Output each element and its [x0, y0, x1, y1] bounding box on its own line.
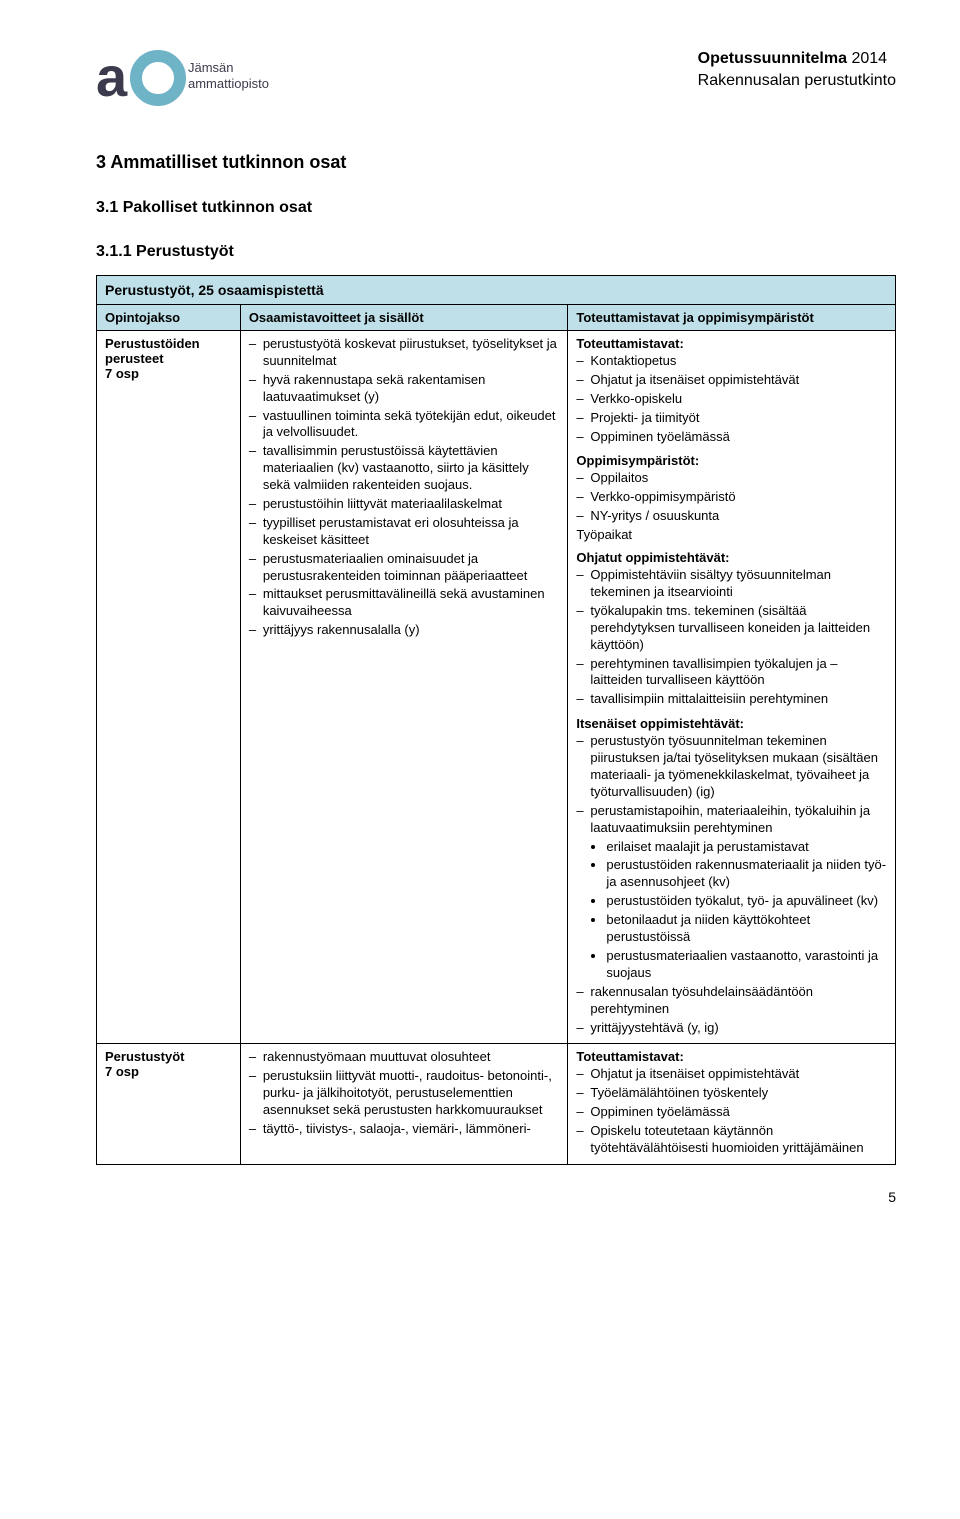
list-item: perustusmateriaalien ominaisuudet ja per…: [249, 551, 560, 585]
col-header-2: Toteuttamistavat ja oppimisympäristöt: [568, 305, 896, 331]
list-item: työkalupakin tms. tekeminen (sisältää pe…: [576, 603, 887, 654]
list-item: rakennustyömaan muuttuvat olosuhteet: [249, 1049, 560, 1066]
list-item: perustamistapoihin, materiaaleihin, työk…: [576, 803, 887, 837]
col-header-1: Osaamistavoitteet ja sisällöt: [240, 305, 568, 331]
list-item: rakennusalan työsuhdelainsäädäntöön pere…: [576, 984, 887, 1018]
section-label: Itsenäiset oppimistehtävät:: [576, 716, 887, 731]
logo-svg: a Jämsän ammattiopisto: [96, 48, 296, 112]
list-item: perustustöiden työkalut, työ- ja apuväli…: [606, 893, 887, 910]
list-item: tavallisimpiin mittalaitteisiin perehtym…: [576, 691, 887, 708]
col-header-0: Opintojakso: [97, 305, 241, 331]
implementation-cell: Toteuttamistavat: Kontaktiopetus Ohjatut j…: [568, 331, 896, 1044]
page-number: 5: [96, 1189, 896, 1205]
list-item: NY-yritys / osuuskunta: [576, 508, 887, 525]
list-item: Oppiminen työelämässä: [576, 1104, 887, 1121]
list-item: yrittäjyys rakennusalalla (y): [249, 622, 560, 639]
list-item: täyttö-, tiivistys-, salaoja-, viemäri-,…: [249, 1121, 560, 1138]
list-item: Opiskelu toteutetaan käytännön työtehtäv…: [576, 1123, 887, 1157]
curriculum-table: Opintojakso Osaamistavoitteet ja sisällö…: [96, 304, 896, 1165]
list-item: Verkko-opiskelu: [576, 391, 887, 408]
header-year: 2014: [851, 50, 887, 67]
list-item: tyypilliset perustamistavat eri olosuhte…: [249, 515, 560, 549]
table-row: Perustustyöt7 osprakennustyömaan muuttuv…: [97, 1044, 896, 1164]
list-item: mittaukset perusmittavälineillä sekä avu…: [249, 586, 560, 620]
header-subtitle: Rakennusalan perustutkinto: [698, 70, 896, 92]
section-label: Ohjatut oppimistehtävät:: [576, 550, 887, 565]
row-label: Perustustöidenperusteet7 osp: [97, 331, 241, 1044]
list-item: Verkko-oppimisympäristö: [576, 489, 887, 506]
list-item: hyvä rakennustapa sekä rakentamisen laat…: [249, 372, 560, 406]
header-title-block: Opetussuunnitelma 2014 Rakennusalan peru…: [698, 48, 896, 91]
list-item: Työelämälähtöinen työskentely: [576, 1085, 887, 1102]
heading-level-2: 3 Ammatilliset tutkinnon osat: [96, 152, 896, 173]
list-item: perustustyötä koskevat piirustukset, työ…: [249, 336, 560, 370]
list-item: tavallisimmin perustustöissä käytettävie…: [249, 443, 560, 494]
section-label: Toteuttamistavat:: [576, 1049, 887, 1064]
table-row: Perustustöidenperusteet7 ospperustustyöt…: [97, 331, 896, 1044]
list-item: perustustöihin liittyvät materiaalilaske…: [249, 496, 560, 513]
list-item: erilaiset maalajit ja perustamistavat: [606, 839, 887, 856]
list-item: yrittäjyystehtävä (y, ig): [576, 1020, 887, 1037]
row-label: Perustustyöt7 osp: [97, 1044, 241, 1164]
list-item: Ohjatut ja itsenäiset oppimistehtävät: [576, 1066, 887, 1083]
list-item: Oppimistehtäviin sisältyy työsuunnitelma…: [576, 567, 887, 601]
list-item: Projekti- ja tiimityöt: [576, 410, 887, 427]
list-item: Oppilaitos: [576, 470, 887, 487]
svg-text:ammattiopisto: ammattiopisto: [188, 76, 269, 91]
svg-text:Jämsän: Jämsän: [188, 60, 234, 75]
list-item: perustuksiin liittyvät muotti-, raudoitu…: [249, 1068, 560, 1119]
plain-text: Työpaikat: [576, 527, 887, 542]
page-header: a Jämsän ammattiopisto Opetussuunnitelma…: [96, 48, 896, 112]
list-item: perustustyön työsuunnitelman tekeminen p…: [576, 733, 887, 801]
list-item: perustusmateriaalien vastaanotto, varast…: [606, 948, 887, 982]
list-item: perehtyminen tavallisimpien työkalujen j…: [576, 656, 887, 690]
section-label: Oppimisympäristöt:: [576, 453, 887, 468]
list-item: Kontaktiopetus: [576, 353, 887, 370]
implementation-cell: Toteuttamistavat: Ohjatut ja itsenäiset o…: [568, 1044, 896, 1164]
goals-cell: rakennustyömaan muuttuvat olosuhteet peru…: [240, 1044, 568, 1164]
header-title: Opetussuunnitelma: [698, 50, 847, 67]
heading-level-3b: 3.1.1 Perustustyöt: [96, 243, 896, 261]
section-label: Toteuttamistavat:: [576, 336, 887, 351]
list-item: perustustöiden rakennusmateriaalit ja ni…: [606, 857, 887, 891]
course-title-bar: Perustustyöt, 25 osaamispistettä: [96, 275, 896, 304]
goals-cell: perustustyötä koskevat piirustukset, työ…: [240, 331, 568, 1044]
list-item: Ohjatut ja itsenäiset oppimistehtävät: [576, 372, 887, 389]
list-item: vastuullinen toiminta sekä työtekijän ed…: [249, 408, 560, 442]
svg-text:a: a: [96, 48, 128, 108]
heading-level-3a: 3.1 Pakolliset tutkinnon osat: [96, 199, 896, 217]
list-item: Oppiminen työelämässä: [576, 429, 887, 446]
list-item: betonilaadut ja niiden käyttökohteet per…: [606, 912, 887, 946]
logo: a Jämsän ammattiopisto: [96, 48, 296, 112]
